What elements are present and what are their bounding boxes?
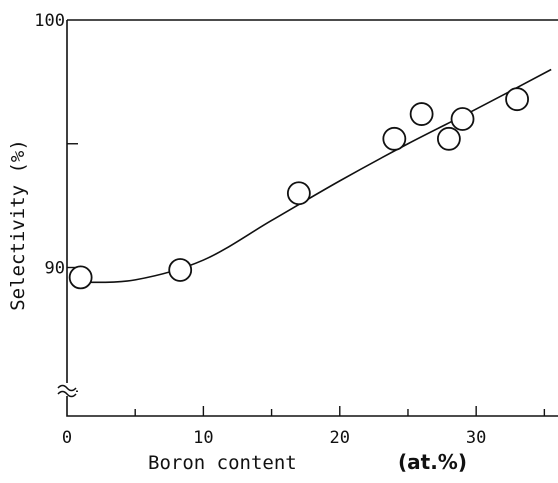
y-axis-ticks: 90 100	[34, 11, 78, 392]
x-tick-label: 30	[466, 428, 486, 448]
x-axis-title: Boron content	[148, 452, 297, 474]
y-axis-title: Selectivity (%)	[7, 139, 29, 311]
x-tick-label: 10	[193, 428, 213, 448]
data-point	[436, 126, 461, 151]
y-axis-break-mark	[57, 383, 77, 398]
y-tick-label: 90	[45, 259, 65, 279]
data-point	[68, 265, 93, 290]
x-axis-unit: (at.%)	[398, 450, 467, 474]
axis-lines	[66, 20, 558, 417]
data-point	[505, 87, 529, 112]
fit-curve	[80, 68, 552, 284]
data-point	[382, 126, 407, 151]
axis-break-wave-upper	[57, 384, 77, 392]
axis-break-wave-lower	[57, 390, 77, 398]
data-point	[286, 181, 311, 206]
x-axis-ticks: 0 10 20 30	[62, 406, 546, 448]
data-point	[450, 107, 475, 131]
data-points	[68, 87, 529, 290]
fit-curve-line	[80, 68, 552, 284]
plot-frame	[66, 19, 558, 417]
data-point	[409, 102, 434, 126]
x-tick-label: 0	[62, 428, 72, 448]
y-tick-label: 100	[34, 11, 65, 31]
x-tick-label: 20	[330, 428, 350, 448]
data-point	[168, 258, 193, 282]
